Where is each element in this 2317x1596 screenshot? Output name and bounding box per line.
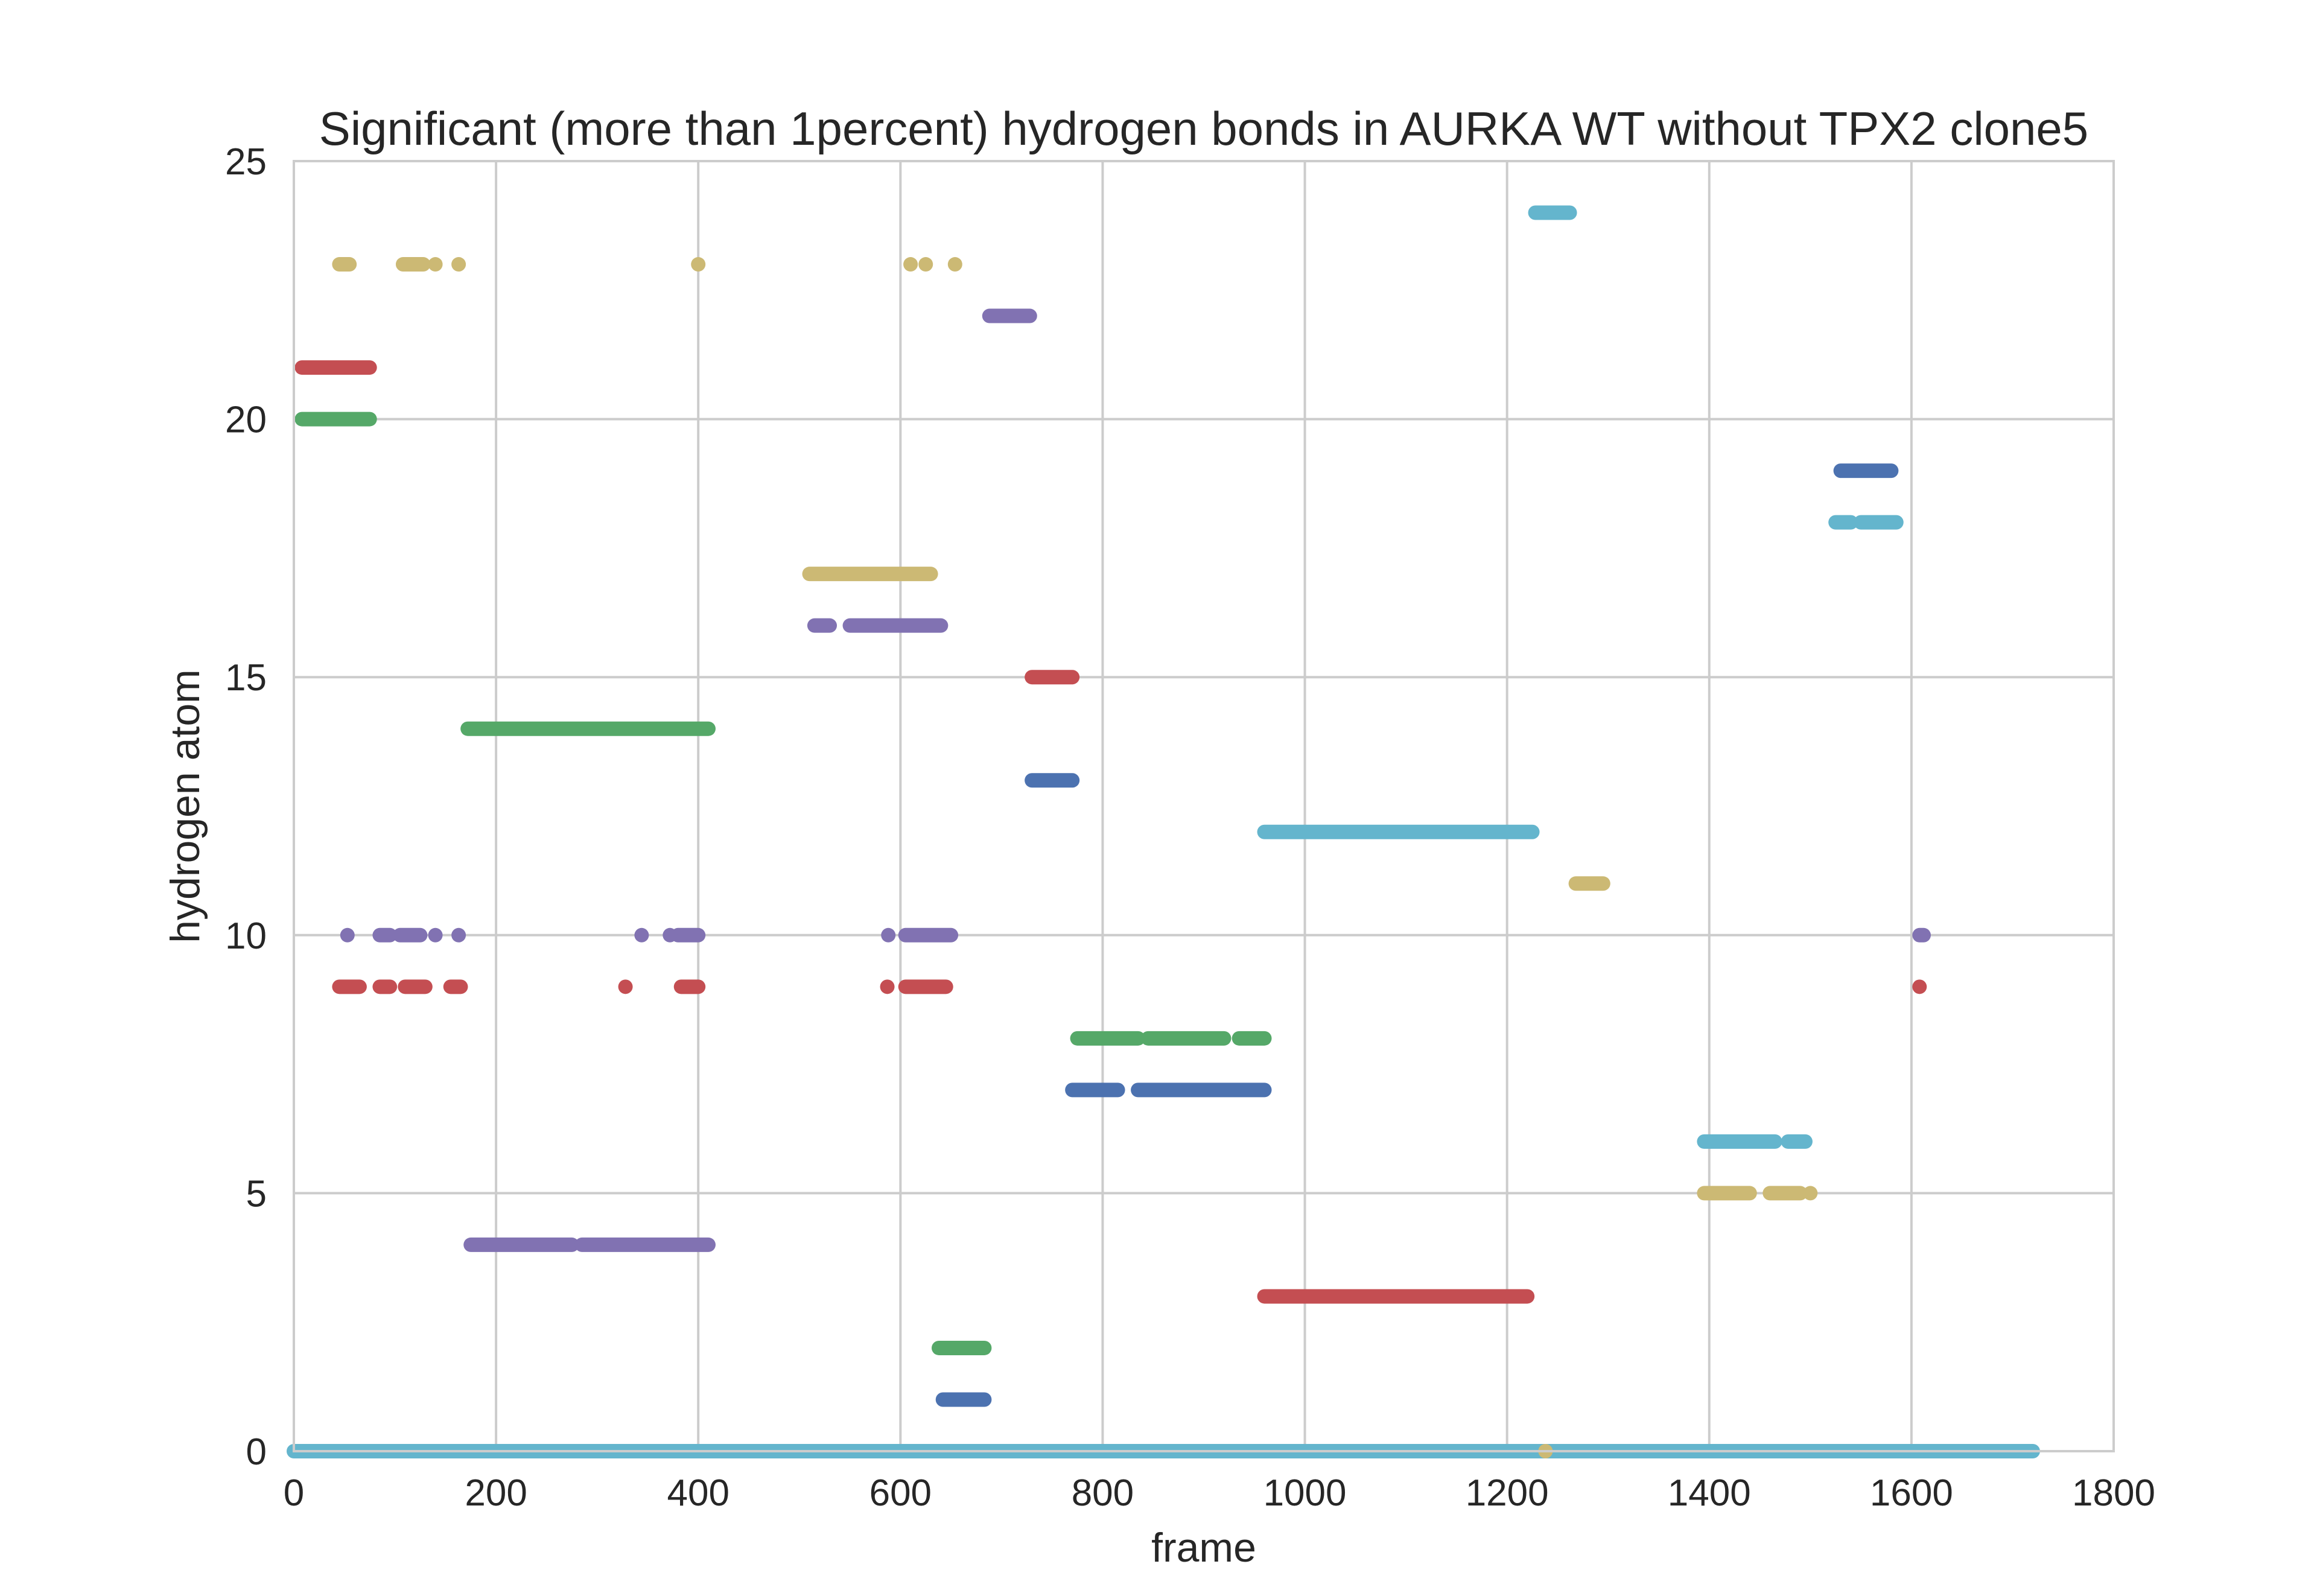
hbond-run xyxy=(294,412,377,427)
hbond-point xyxy=(947,257,962,272)
hbond-run xyxy=(1070,1031,1146,1046)
hbond-run xyxy=(443,979,468,994)
hbond-point xyxy=(451,257,466,272)
x-tick-label: 0 xyxy=(284,1472,304,1514)
hbond-point xyxy=(1803,1186,1818,1201)
x-tick-label: 400 xyxy=(667,1472,729,1514)
hbond-run xyxy=(1257,824,1540,839)
x-tick-label: 1400 xyxy=(1668,1472,1751,1514)
y-axis-label: hydrogen atom xyxy=(162,669,208,943)
hbond-run xyxy=(1257,1289,1535,1304)
plot-frame xyxy=(293,160,2115,1452)
chart-title: Significant (more than 1percent) hydroge… xyxy=(319,102,2088,155)
y-tick-label: 5 xyxy=(246,1173,267,1215)
hbond-run xyxy=(807,618,837,633)
hbond-run xyxy=(898,979,953,994)
hbond-run xyxy=(332,257,357,272)
hbond-point xyxy=(618,979,633,994)
hbond-run xyxy=(1025,773,1080,788)
hbond-run xyxy=(395,257,431,272)
x-tick-label: 1800 xyxy=(2072,1472,2155,1514)
hbond-run xyxy=(982,308,1037,323)
hbond-run xyxy=(392,927,428,943)
hbond-point xyxy=(340,927,355,943)
hbond-run xyxy=(932,1340,992,1355)
hbond-point xyxy=(691,257,706,272)
hbond-run xyxy=(460,721,716,736)
hbond-run xyxy=(802,567,938,582)
hbond-run xyxy=(935,1392,992,1407)
x-tick-label: 600 xyxy=(869,1472,932,1514)
hbond-run xyxy=(1828,515,1858,530)
hbond-run xyxy=(673,979,706,994)
hbond-run xyxy=(1232,1031,1272,1046)
x-tick-label: 1200 xyxy=(1466,1472,1549,1514)
hbond-point xyxy=(428,257,443,272)
x-tick-label: 1000 xyxy=(1263,1472,1347,1514)
hbond-run xyxy=(574,1237,716,1252)
hbond-run xyxy=(1140,1031,1232,1046)
hbond-point xyxy=(880,979,895,994)
hbond-point xyxy=(881,927,896,943)
y-tick-label: 0 xyxy=(246,1431,267,1473)
hbond-point xyxy=(663,927,678,943)
hbond-run xyxy=(1833,463,1899,478)
hbond-run xyxy=(1762,1186,1808,1201)
hbond-run xyxy=(898,927,959,943)
hbond-run xyxy=(372,927,398,943)
hbond-point xyxy=(451,927,466,943)
hbond-point xyxy=(1912,979,1927,994)
y-tick-label: 15 xyxy=(225,657,267,699)
y-tick-label: 25 xyxy=(225,141,267,183)
y-tick-label: 10 xyxy=(225,915,267,957)
hbond-run xyxy=(670,927,706,943)
hbond-run xyxy=(294,360,377,375)
hbond-point xyxy=(428,927,443,943)
x-tick-label: 200 xyxy=(465,1472,527,1514)
hbond-point xyxy=(903,257,918,272)
hbond-run xyxy=(842,618,949,633)
hbond-run xyxy=(1568,876,1610,891)
x-tick-label: 800 xyxy=(1072,1472,1134,1514)
hbond-run xyxy=(1025,670,1080,685)
hbond-run xyxy=(1131,1083,1272,1098)
hbond-point xyxy=(918,257,933,272)
hbond-run xyxy=(1697,1134,1782,1149)
hbond-run xyxy=(372,979,398,994)
x-tick-label: 1600 xyxy=(1870,1472,1953,1514)
hbond-run xyxy=(398,979,433,994)
hbond-point xyxy=(634,927,649,943)
y-tick-label: 20 xyxy=(225,399,267,441)
hbond-run xyxy=(463,1237,579,1252)
x-axis-label: frame xyxy=(1151,1525,1256,1571)
hbond-run xyxy=(1065,1083,1125,1098)
hbond-run xyxy=(332,979,367,994)
tick-labels: 0 200 400 600 800 1000 1200 1400 1600 1800 0 5 10 15 2… xyxy=(225,141,2155,1514)
hbond-run xyxy=(1528,205,1577,220)
hbond-run xyxy=(1697,1186,1757,1201)
plot-area xyxy=(294,161,2114,1451)
hbond-run xyxy=(1781,1134,1813,1149)
hbond-run xyxy=(1912,927,1931,943)
hbond-run xyxy=(1854,515,1904,530)
